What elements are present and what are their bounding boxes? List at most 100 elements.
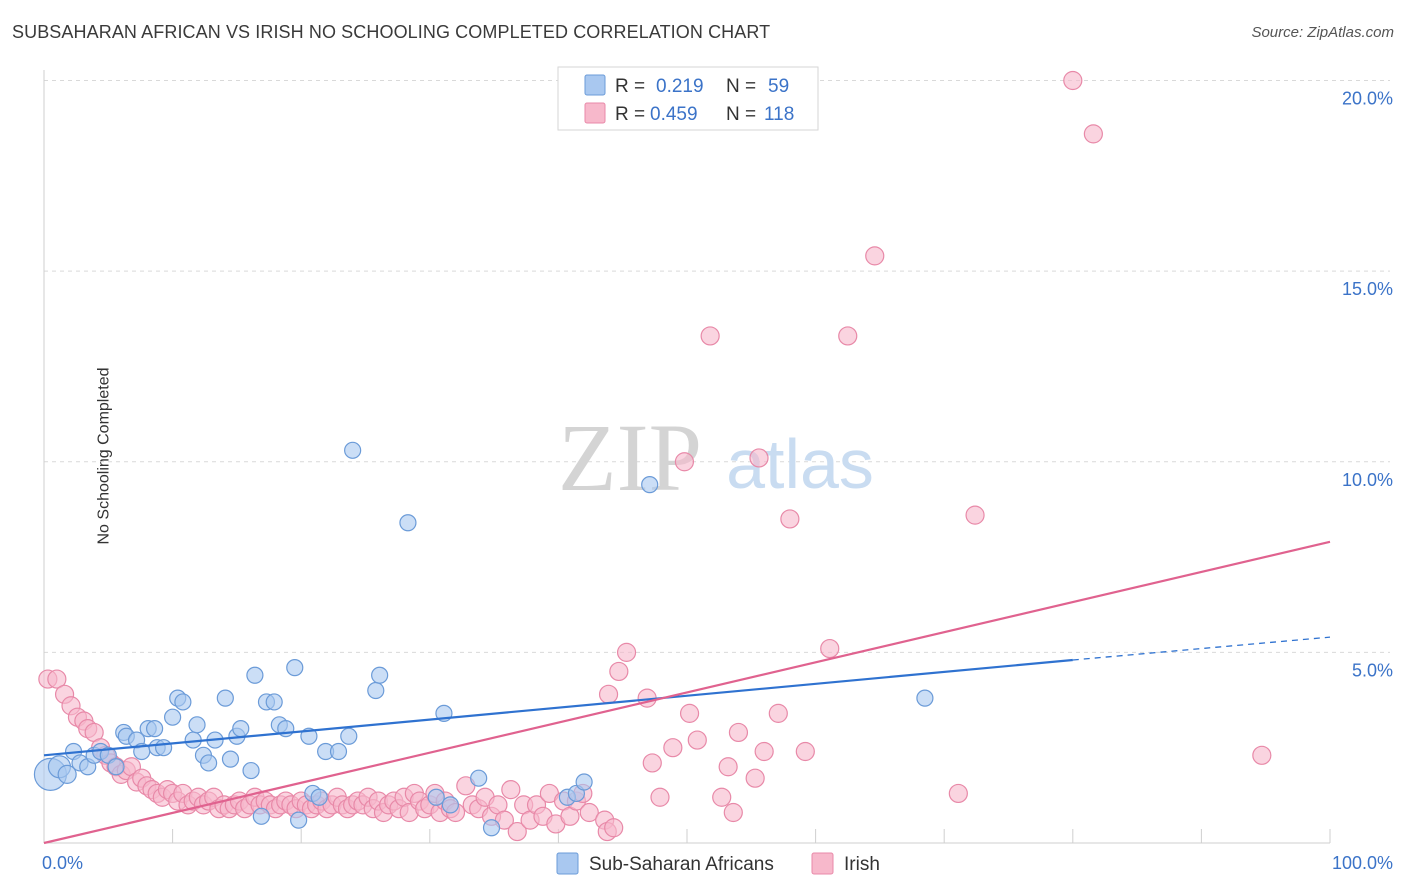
irish-point-109 (679, 703, 700, 723)
legend-r-label-blue: R = (615, 76, 645, 97)
legend-blue-swatch (584, 74, 606, 96)
legend-r-label-pink: R = (615, 104, 645, 125)
legend-pink-swatch (584, 102, 606, 124)
legend-n-value-blue: 59 (768, 76, 789, 97)
subsaharan-point-43 (329, 742, 348, 761)
subsaharan-point-20 (174, 693, 192, 711)
subsaharan-point-58 (916, 689, 934, 707)
subsaharan-point-39 (300, 727, 318, 745)
subsaharan-point-49 (427, 788, 445, 806)
subsaharan-point-31 (246, 666, 264, 684)
subsaharan-point-24 (200, 754, 218, 772)
subsaharan-point-57 (641, 476, 659, 494)
irish-point-108 (674, 452, 695, 472)
irish-point-85 (501, 780, 521, 800)
y-tick-label: 15.0% (1342, 279, 1393, 299)
subsaharan-trend-line (43, 658, 1073, 757)
subsaharan-point-44 (340, 727, 358, 745)
tick-labels: 5.0% 10.0% 15.0% 20.0% 0.0% 100.0% (42, 89, 1393, 874)
irish-points (38, 70, 1272, 842)
subsaharan-point-15 (145, 720, 164, 738)
subsaharan-point-52 (470, 769, 488, 787)
subsaharan-point-18 (164, 708, 182, 726)
legend-r-value-pink: 0.459 (650, 104, 698, 125)
subsaharan-trend-extension (1072, 636, 1331, 661)
legend-r-value-blue: 0.219 (656, 76, 704, 97)
x-tick-label-max: 100.0% (1332, 853, 1393, 873)
subsaharan-point-56 (575, 773, 593, 791)
chart-title: SUBSAHARAN AFRICAN VS IRISH NO SCHOOLING… (12, 22, 771, 42)
irish-point-124 (865, 246, 885, 266)
irish-point-102 (609, 661, 629, 682)
x-tick-label-min: 0.0% (42, 853, 83, 873)
irish-point-125 (948, 783, 968, 804)
subsaharan-point-26 (216, 689, 234, 707)
irish-point-127 (1063, 70, 1083, 91)
irish-point-128 (1083, 124, 1103, 144)
irish-point-111 (700, 326, 720, 346)
irish-point-105 (642, 753, 662, 773)
irish-point-122 (820, 638, 840, 659)
subsaharan-point-38 (290, 811, 308, 829)
irish-point-107 (663, 738, 683, 758)
series-legend-pink-label: Irish (844, 854, 880, 875)
irish-point-123 (838, 326, 858, 346)
irish-point-121 (795, 741, 815, 762)
irish-point-1 (47, 669, 67, 689)
subsaharan-point-48 (399, 514, 417, 532)
y-tick-label: 20.0% (1342, 89, 1393, 109)
watermark: ZIP atlas (558, 404, 874, 511)
subsaharan-point-45 (344, 441, 362, 459)
gridlines (44, 80, 1390, 653)
subsaharan-point-53 (482, 819, 501, 837)
subsaharan-point-34 (265, 693, 283, 711)
subsaharan-point-27 (221, 750, 240, 768)
irish-point-113 (718, 757, 738, 777)
y-tick-label: 10.0% (1342, 470, 1393, 490)
correlation-legend: R = 0.219 N = 59 R = 0.459 N = 118 (557, 66, 819, 131)
irish-point-110 (687, 730, 707, 750)
irish-point-86 (507, 821, 527, 842)
subsaharan-point-32 (252, 807, 270, 825)
irish-point-97 (579, 802, 599, 823)
irish-point-117 (749, 448, 769, 468)
subsaharan-point-41 (310, 788, 328, 806)
legend-n-label-pink: N = (726, 104, 756, 125)
subsaharan-point-2 (57, 764, 77, 784)
trend-lines (43, 540, 1331, 845)
irish-point-114 (723, 802, 743, 823)
irish-point-100 (604, 818, 624, 838)
subsaharan-point-30 (242, 761, 260, 780)
subsaharan-points (33, 441, 934, 837)
series-legend-blue-swatch (556, 852, 579, 875)
series-legend-pink-swatch (811, 852, 834, 875)
y-tick-label: 5.0% (1352, 660, 1393, 680)
subsaharan-point-46 (367, 681, 385, 700)
irish-point-103 (616, 642, 637, 662)
watermark-atlas: atlas (726, 425, 874, 503)
irish-point-126 (965, 505, 985, 525)
subsaharan-point-47 (371, 666, 389, 684)
subsaharan-point-22 (188, 716, 206, 734)
irish-point-112 (712, 787, 732, 807)
irish-point-106 (650, 787, 670, 807)
irish-point-116 (745, 768, 765, 788)
irish-point-119 (768, 703, 788, 723)
subsaharan-point-51 (441, 796, 459, 814)
subsaharan-point-9 (107, 758, 125, 776)
irish-point-129 (1252, 745, 1272, 765)
irish-point-120 (780, 509, 800, 529)
series-legend: Sub-Saharan Africans Irish (556, 852, 880, 875)
irish-point-118 (754, 741, 774, 762)
subsaharan-point-37 (286, 659, 304, 677)
subsaharan-point-17 (154, 739, 173, 757)
irish-point-101 (598, 684, 619, 704)
legend-n-label-blue: N = (726, 76, 756, 97)
source-note: Source: ZipAtlas.com (1251, 24, 1394, 41)
subsaharan-point-29 (232, 720, 250, 738)
irish-point-115 (728, 722, 749, 743)
series-legend-blue-label: Sub-Saharan Africans (589, 854, 774, 875)
irish-trend-line (43, 540, 1331, 845)
legend-n-value-pink: 118 (764, 104, 794, 125)
